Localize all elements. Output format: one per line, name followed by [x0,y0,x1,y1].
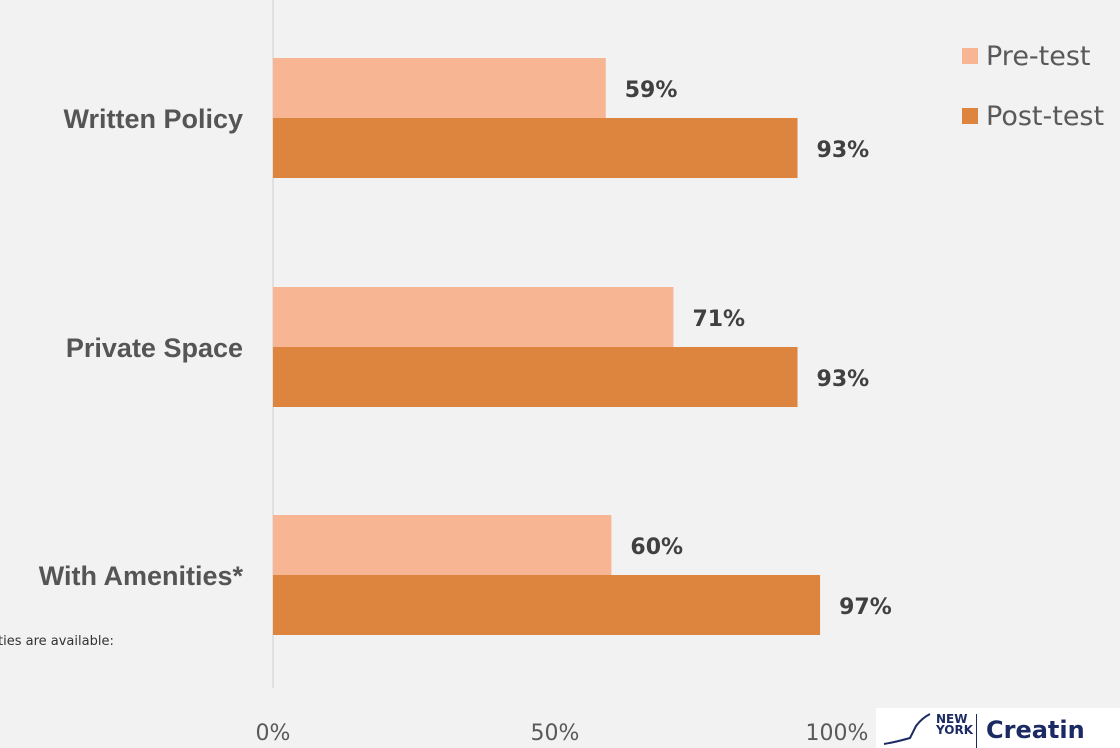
bar-post-test-written-policy [273,118,798,178]
legend-item-post-test: Post-test [962,86,1104,146]
logo-ny-line2: YORK [936,723,974,737]
category-label-private-space: Private Space [66,333,243,363]
x-tick-label-0pct: 0% [256,721,291,746]
legend-label-pre-test: Pre-test [986,40,1091,72]
data-label-post-test-written-policy: 93% [817,138,870,163]
legend-swatch-post-test [962,108,978,124]
bar-pre-test-with-amenities [273,515,612,575]
legend-item-pre-test: Pre-test [962,26,1104,86]
logo-ny-text: NEW YORK [936,712,974,737]
legend-label-post-test: Post-test [986,100,1105,132]
data-label-pre-test-private-space: 71% [692,307,745,332]
logo-ny-line1: NEW [936,712,968,726]
category-label-written-policy: Written Policy [63,104,243,134]
data-label-post-test-with-amenities: 97% [839,595,892,620]
data-label-pre-test-with-amenities: 60% [630,535,683,560]
bar-post-test-with-amenities [273,575,821,635]
data-label-pre-test-written-policy: 59% [625,78,678,103]
logo-divider [976,714,977,748]
bar-pre-test-private-space [273,287,674,347]
legend: Pre-test Post-test [962,26,1104,146]
x-tick-label-100pct: 100% [806,721,869,746]
x-tick-label-50pct: 50% [531,721,580,746]
footnote: ties are available: [0,634,114,649]
logo-tagline: Creatin [986,716,1085,744]
new-york-state-outline-icon [883,713,931,745]
category-label-with-amenities: With Amenities* [39,561,244,591]
bar-post-test-private-space [273,347,798,407]
data-label-post-test-private-space: 93% [817,367,870,392]
legend-swatch-pre-test [962,48,978,64]
bar-pre-test-written-policy [273,58,606,118]
nys-logo: NEW YORK Creatin [876,708,1120,748]
